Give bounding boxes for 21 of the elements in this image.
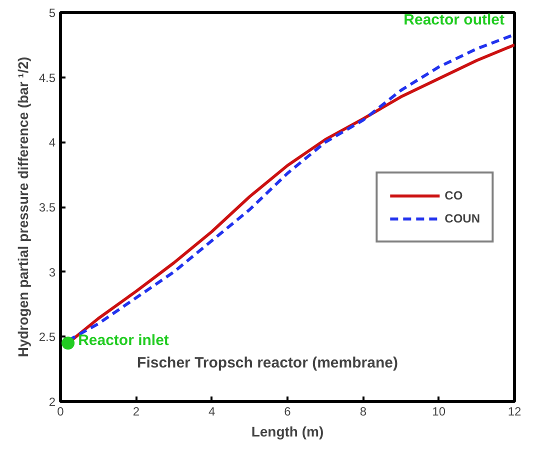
annotation: Fischer Tropsch reactor (membrane) — [137, 354, 398, 372]
x-tick-label: 4 — [208, 404, 216, 418]
x-tick-label: 2 — [132, 404, 140, 418]
x-tick-label: 10 — [432, 404, 446, 418]
annotation: Reactor inlet — [78, 332, 169, 350]
y-tick-label: 4.5 — [38, 70, 56, 85]
annotation: Reactor outlet — [404, 12, 505, 29]
y-axis-title: Hydrogen partial pressure difference (bar ¹/2) — [14, 56, 31, 358]
y-tick-label: 2.5 — [38, 330, 56, 344]
x-axis-title: Length (m) — [251, 424, 324, 440]
x-tick-label: 6 — [284, 404, 292, 418]
y-tick-label: 2 — [48, 395, 56, 409]
legend-label: COUN — [444, 211, 480, 225]
y-tick-label: 3 — [48, 265, 56, 280]
y-tick-label: 4 — [48, 136, 56, 150]
y-tick-label: 3.5 — [38, 200, 56, 214]
y-tick-label: 5 — [48, 6, 56, 20]
x-tick-label: 12 — [508, 404, 522, 418]
legend-label: CO — [444, 188, 464, 202]
x-tick-label: 8 — [360, 404, 367, 418]
x-tick-label: 0 — [57, 404, 64, 418]
